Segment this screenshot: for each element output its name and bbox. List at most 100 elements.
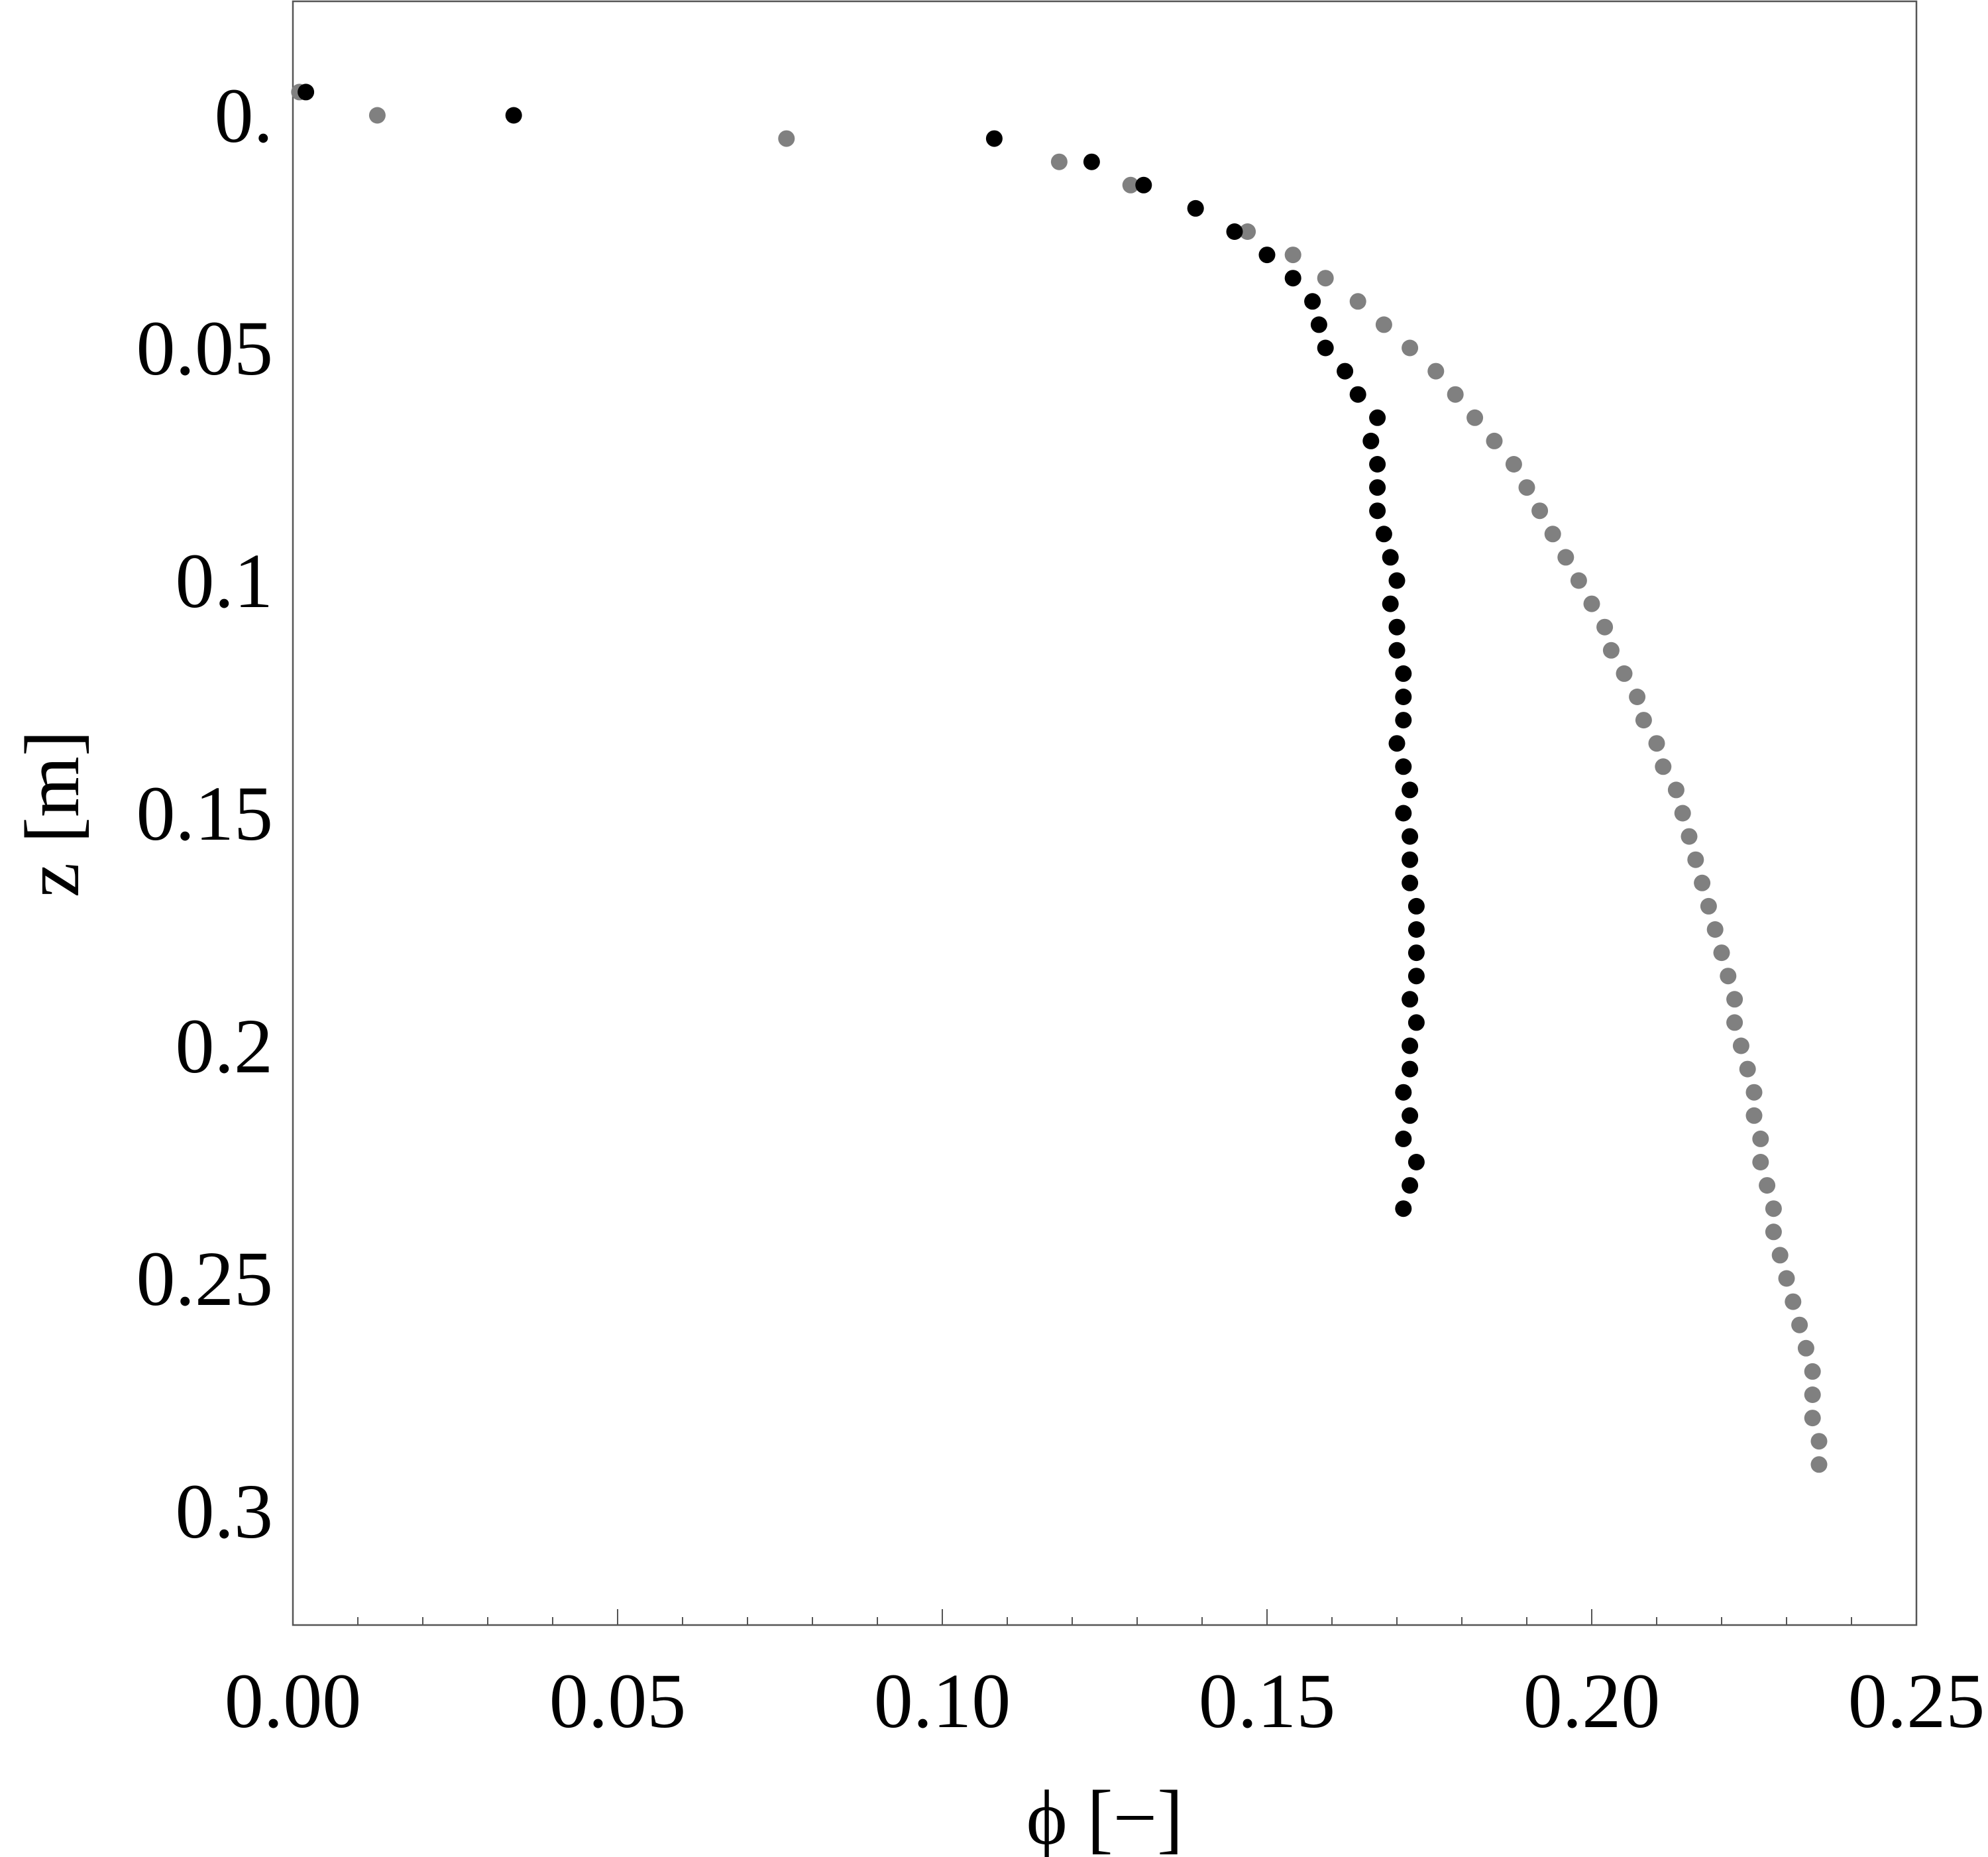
- data-point: [1408, 897, 1425, 915]
- x-tick-label: 0.15: [1199, 1658, 1336, 1744]
- data-point: [1778, 1270, 1795, 1287]
- data-point: [1713, 944, 1730, 962]
- data-point: [1337, 363, 1354, 380]
- y-tick-label: 0.25: [137, 1235, 274, 1322]
- data-point: [1402, 828, 1419, 845]
- data-point: [1674, 805, 1691, 822]
- data-point: [1648, 735, 1665, 752]
- data-point: [1187, 199, 1204, 217]
- data-point: [1135, 176, 1152, 194]
- y-tick-label: 0.05: [137, 305, 274, 392]
- data-point: [1258, 247, 1276, 264]
- data-point: [1629, 688, 1646, 705]
- data-point: [1395, 1130, 1412, 1147]
- data-point: [1739, 1060, 1756, 1078]
- data-point: [1304, 293, 1321, 310]
- data-point: [1408, 968, 1425, 985]
- data-point: [1395, 712, 1412, 729]
- data-point: [1752, 1154, 1769, 1171]
- data-point: [368, 107, 386, 124]
- data-point: [1810, 1433, 1828, 1450]
- data-point: [1681, 828, 1698, 845]
- data-point: [1635, 712, 1652, 729]
- data-point: [1804, 1410, 1821, 1427]
- data-point: [1284, 247, 1301, 264]
- data-point: [1408, 944, 1425, 962]
- data-point: [1388, 642, 1406, 659]
- data-point: [1395, 688, 1412, 705]
- data-point: [1388, 735, 1406, 752]
- data-point: [1765, 1223, 1782, 1241]
- data-point: [1544, 526, 1561, 543]
- data-point: [1655, 758, 1672, 775]
- data-point: [1505, 455, 1522, 473]
- data-point: [1785, 1293, 1802, 1310]
- data-point: [1375, 316, 1392, 333]
- data-point: [1752, 1130, 1769, 1147]
- data-point: [1596, 618, 1614, 636]
- data-point: [1771, 1247, 1789, 1264]
- y-axis-tick-labels: 0. 0.05 0.1 0.15 0.2 0.25 0.3: [137, 72, 274, 1555]
- data-point: [1706, 921, 1724, 938]
- data-point: [1408, 1014, 1425, 1031]
- data-point: [1369, 409, 1386, 426]
- data-point: [1408, 1154, 1425, 1171]
- data-point: [1402, 851, 1419, 868]
- x-tick-label: 0.25: [1848, 1658, 1985, 1744]
- data-point: [1804, 1363, 1821, 1380]
- data-point: [1083, 153, 1100, 170]
- x-axis-label: ϕ [−]: [1026, 1774, 1184, 1857]
- data-point: [1402, 1107, 1419, 1124]
- data-point: [1531, 502, 1549, 520]
- data-point: [1382, 549, 1399, 566]
- plot-frame: [292, 0, 1918, 1626]
- y-tick-label: 0.2: [176, 1003, 274, 1090]
- data-point: [1382, 595, 1399, 612]
- data-point: [298, 84, 315, 101]
- data-point: [1284, 270, 1301, 287]
- data-point: [1402, 1037, 1419, 1054]
- data-point: [1369, 502, 1386, 520]
- data-point: [1726, 1014, 1743, 1031]
- data-point: [1732, 1037, 1749, 1054]
- data-point: [1395, 1084, 1412, 1101]
- data-point: [1791, 1316, 1808, 1333]
- data-point: [1427, 363, 1445, 380]
- x-tick-label: 0.20: [1523, 1658, 1661, 1744]
- x-tick-label: 0.00: [225, 1658, 362, 1744]
- data-point: [1720, 968, 1737, 985]
- data-point: [1602, 642, 1620, 659]
- data-point: [1369, 455, 1386, 473]
- data-point: [985, 130, 1003, 147]
- x-tick-label: 0.05: [549, 1658, 687, 1744]
- x-tick-label: 0.10: [874, 1658, 1011, 1744]
- data-point: [1239, 223, 1256, 240]
- y-tick-label: 0.3: [176, 1468, 274, 1555]
- data-point: [1726, 991, 1743, 1008]
- data-point: [1388, 572, 1406, 589]
- data-point: [1369, 479, 1386, 496]
- data-point: [1447, 386, 1464, 403]
- data-point: [1226, 223, 1243, 240]
- data-point: [1745, 1084, 1763, 1101]
- data-point: [1402, 781, 1419, 799]
- data-point: [1395, 758, 1412, 775]
- data-point: [1700, 897, 1717, 915]
- data-point: [1759, 1177, 1776, 1194]
- data-point: [1317, 339, 1334, 357]
- y-tick-label: 0.: [215, 72, 274, 159]
- data-point: [1402, 339, 1419, 357]
- data-point: [1466, 409, 1484, 426]
- data-points: [291, 84, 1828, 1473]
- data-point: [1395, 665, 1412, 682]
- data-point: [1362, 432, 1380, 449]
- y-tick-label: 0.15: [137, 770, 274, 857]
- data-point: [1765, 1200, 1782, 1217]
- series-2: [298, 84, 1425, 1217]
- data-point: [1402, 991, 1419, 1008]
- data-point: [1687, 851, 1704, 868]
- series-1: [291, 84, 1828, 1473]
- data-point: [1810, 1456, 1828, 1473]
- y-tick-label: 0.1: [176, 537, 274, 624]
- data-point: [1375, 526, 1392, 543]
